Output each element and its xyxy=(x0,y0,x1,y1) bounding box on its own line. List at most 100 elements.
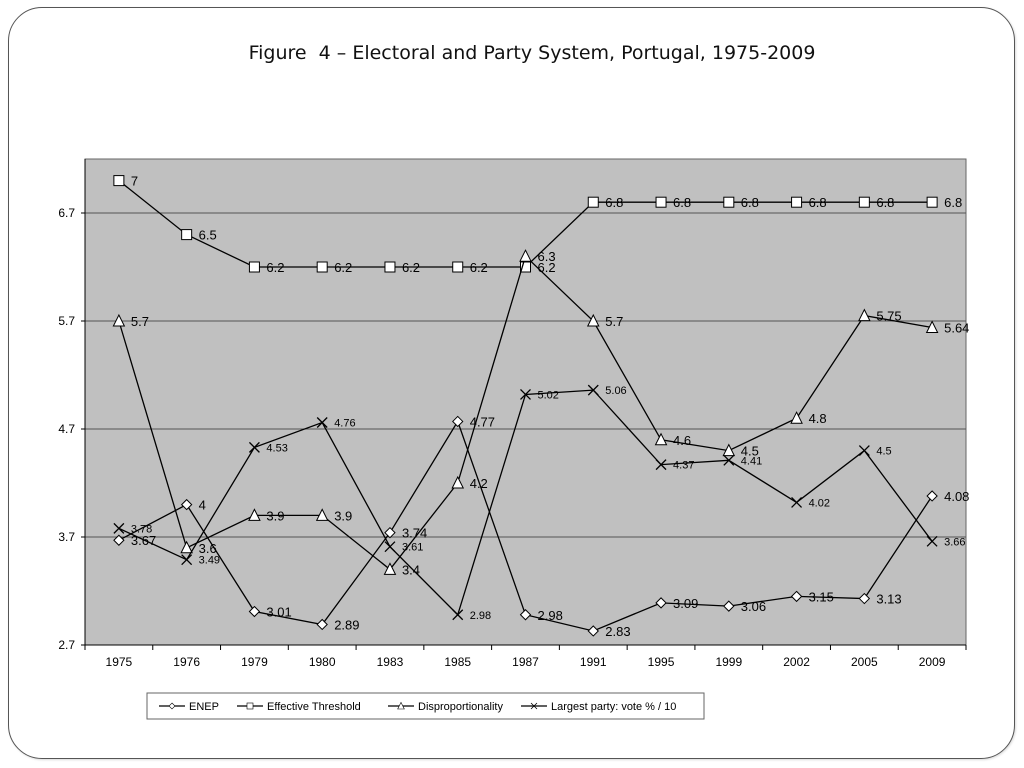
data-label-effective-threshold: 6.8 xyxy=(673,195,691,210)
legend-label-effective-threshold: Effective Threshold xyxy=(267,701,361,713)
data-point-effective-threshold xyxy=(587,196,599,208)
data-point-disproportionality xyxy=(925,320,939,333)
legend-marker-effective-threshold xyxy=(246,702,254,710)
data-label-disproportionality: 4.2 xyxy=(470,476,488,491)
data-label-enep: 3.13 xyxy=(876,592,901,607)
series-effective-threshold: 76.56.2 6.2 6.2 6.2 6.26.8 6.8 6.8 6.8 6.8 6.8 xyxy=(113,174,962,275)
data-label-effective-threshold: 7 xyxy=(131,174,138,189)
data-label-largest-party-vote-10: 5.06 xyxy=(605,385,626,397)
data-label-largest-party-vote-10: 3.78 xyxy=(131,523,152,535)
x-tick-label: 1983 xyxy=(377,655,404,669)
data-label-effective-threshold: 6.8 xyxy=(605,195,623,210)
data-point-disproportionality xyxy=(722,443,736,457)
data-point-largest-party-vote-10 xyxy=(858,445,870,457)
x-tick-label: 1980 xyxy=(309,655,336,669)
data-label-enep: 2.98 xyxy=(538,608,563,623)
series-largest-party-vote-10: 3.78 3.49 4.53 4.76 3.61 2.98 5.02 5.06 4.37 4.41… xyxy=(113,384,966,622)
data-point-disproportionality xyxy=(180,540,193,554)
data-point-enep xyxy=(926,490,938,502)
y-tick-label: 3.7 xyxy=(58,530,75,544)
data-label-enep: 3.06 xyxy=(741,599,766,614)
data-point-largest-party-vote-10 xyxy=(452,609,464,621)
data-label-effective-threshold: 6.2 xyxy=(334,260,352,275)
data-label-effective-threshold: 6.2 xyxy=(266,260,284,275)
series-disproportionality: 5.7 3.6 3.9 3.9 3.4 4.2 6.3 5.7 4.6 4.5 4.8 5.75 5.6… xyxy=(112,249,969,577)
data-label-enep: 3.15 xyxy=(809,589,834,604)
legend-label-enep: ENEP xyxy=(189,701,219,713)
legend-marker-disproportionality xyxy=(397,701,405,710)
x-tick-label: 2005 xyxy=(851,655,878,669)
legend-marker-enep xyxy=(168,702,176,710)
data-point-effective-threshold xyxy=(791,196,803,208)
slide-title: Figure 4 – Electoral and Party System, P… xyxy=(248,42,816,64)
data-label-disproportionality: 6.3 xyxy=(538,249,556,264)
data-point-enep xyxy=(113,534,125,546)
data-label-enep: 2.83 xyxy=(605,624,630,639)
legend-item-effective-threshold: Effective Threshold xyxy=(237,701,361,713)
data-label-largest-party-vote-10: 3.49 xyxy=(199,555,220,567)
data-point-effective-threshold xyxy=(384,261,396,273)
data-point-largest-party-vote-10 xyxy=(723,454,735,466)
x-tick-label: 1979 xyxy=(241,655,268,669)
y-tick-label: 5.7 xyxy=(58,314,75,328)
legend-label-disproportionality: Disproportionality xyxy=(418,701,503,713)
data-label-effective-threshold: 6.8 xyxy=(809,195,827,210)
data-point-disproportionality xyxy=(383,562,397,575)
data-point-disproportionality xyxy=(586,313,600,327)
data-point-effective-threshold xyxy=(181,229,193,241)
data-label-effective-threshold: 6.8 xyxy=(876,195,894,210)
y-tick-label: 4.7 xyxy=(58,422,75,436)
legend-item-disproportionality: Disproportionality xyxy=(388,701,503,713)
data-label-largest-party-vote-10: 4.41 xyxy=(741,455,762,467)
data-point-enep xyxy=(384,526,396,539)
data-label-disproportionality: 5.7 xyxy=(605,314,623,329)
data-point-largest-party-vote-10 xyxy=(113,522,125,534)
data-point-effective-threshold xyxy=(316,261,328,273)
data-point-largest-party-vote-10 xyxy=(926,535,938,547)
data-label-effective-threshold: 6.8 xyxy=(944,195,962,210)
x-tick-label: 1995 xyxy=(648,655,675,669)
data-point-enep xyxy=(723,600,735,612)
x-tick-label: 1976 xyxy=(173,655,200,669)
data-point-effective-threshold xyxy=(858,196,870,208)
data-label-disproportionality: 5.75 xyxy=(876,309,901,324)
data-point-enep xyxy=(452,415,464,428)
data-point-disproportionality xyxy=(248,508,261,521)
data-point-enep xyxy=(180,498,193,511)
data-point-disproportionality xyxy=(858,308,871,322)
x-tick-label: 2002 xyxy=(783,655,810,669)
data-label-largest-party-vote-10: 4.37 xyxy=(673,460,694,472)
data-point-disproportionality xyxy=(315,508,329,521)
data-label-disproportionality: 3.6 xyxy=(199,541,217,556)
data-label-disproportionality: 4.5 xyxy=(741,444,759,459)
legend-label-largest-party-vote-10: Largest party: vote % / 10 xyxy=(551,701,676,713)
data-label-enep: 4.77 xyxy=(470,414,495,429)
data-point-disproportionality xyxy=(451,475,465,489)
data-label-enep: 4.08 xyxy=(944,489,969,504)
data-label-effective-threshold: 6.5 xyxy=(199,228,217,243)
data-label-largest-party-vote-10: 4.76 xyxy=(334,418,355,430)
data-label-effective-threshold: 6.8 xyxy=(741,195,759,210)
data-label-largest-party-vote-10: 2.98 xyxy=(470,610,491,622)
data-point-largest-party-vote-10 xyxy=(316,417,328,428)
data-point-largest-party-vote-10 xyxy=(587,384,599,396)
data-point-effective-threshold xyxy=(926,196,938,208)
legend: ENEP Effective Threshold Disproportionalit… xyxy=(146,692,705,720)
data-label-enep: 3.09 xyxy=(673,596,698,611)
data-point-effective-threshold xyxy=(520,261,531,273)
data-point-effective-threshold xyxy=(248,261,260,273)
data-label-enep: 3.01 xyxy=(266,605,291,620)
y-tick-label: 2.7 xyxy=(58,638,75,652)
data-point-enep xyxy=(790,590,803,603)
data-label-disproportionality: 3.9 xyxy=(266,508,284,523)
data-point-enep xyxy=(655,597,667,609)
data-point-enep xyxy=(587,625,599,637)
legend-item-enep: ENEP xyxy=(159,701,219,713)
y-tick-label: 6.7 xyxy=(58,206,75,220)
data-point-effective-threshold xyxy=(452,261,464,273)
data-point-largest-party-vote-10 xyxy=(181,554,193,566)
data-point-enep xyxy=(858,592,871,605)
data-label-effective-threshold: 6.2 xyxy=(402,260,420,275)
